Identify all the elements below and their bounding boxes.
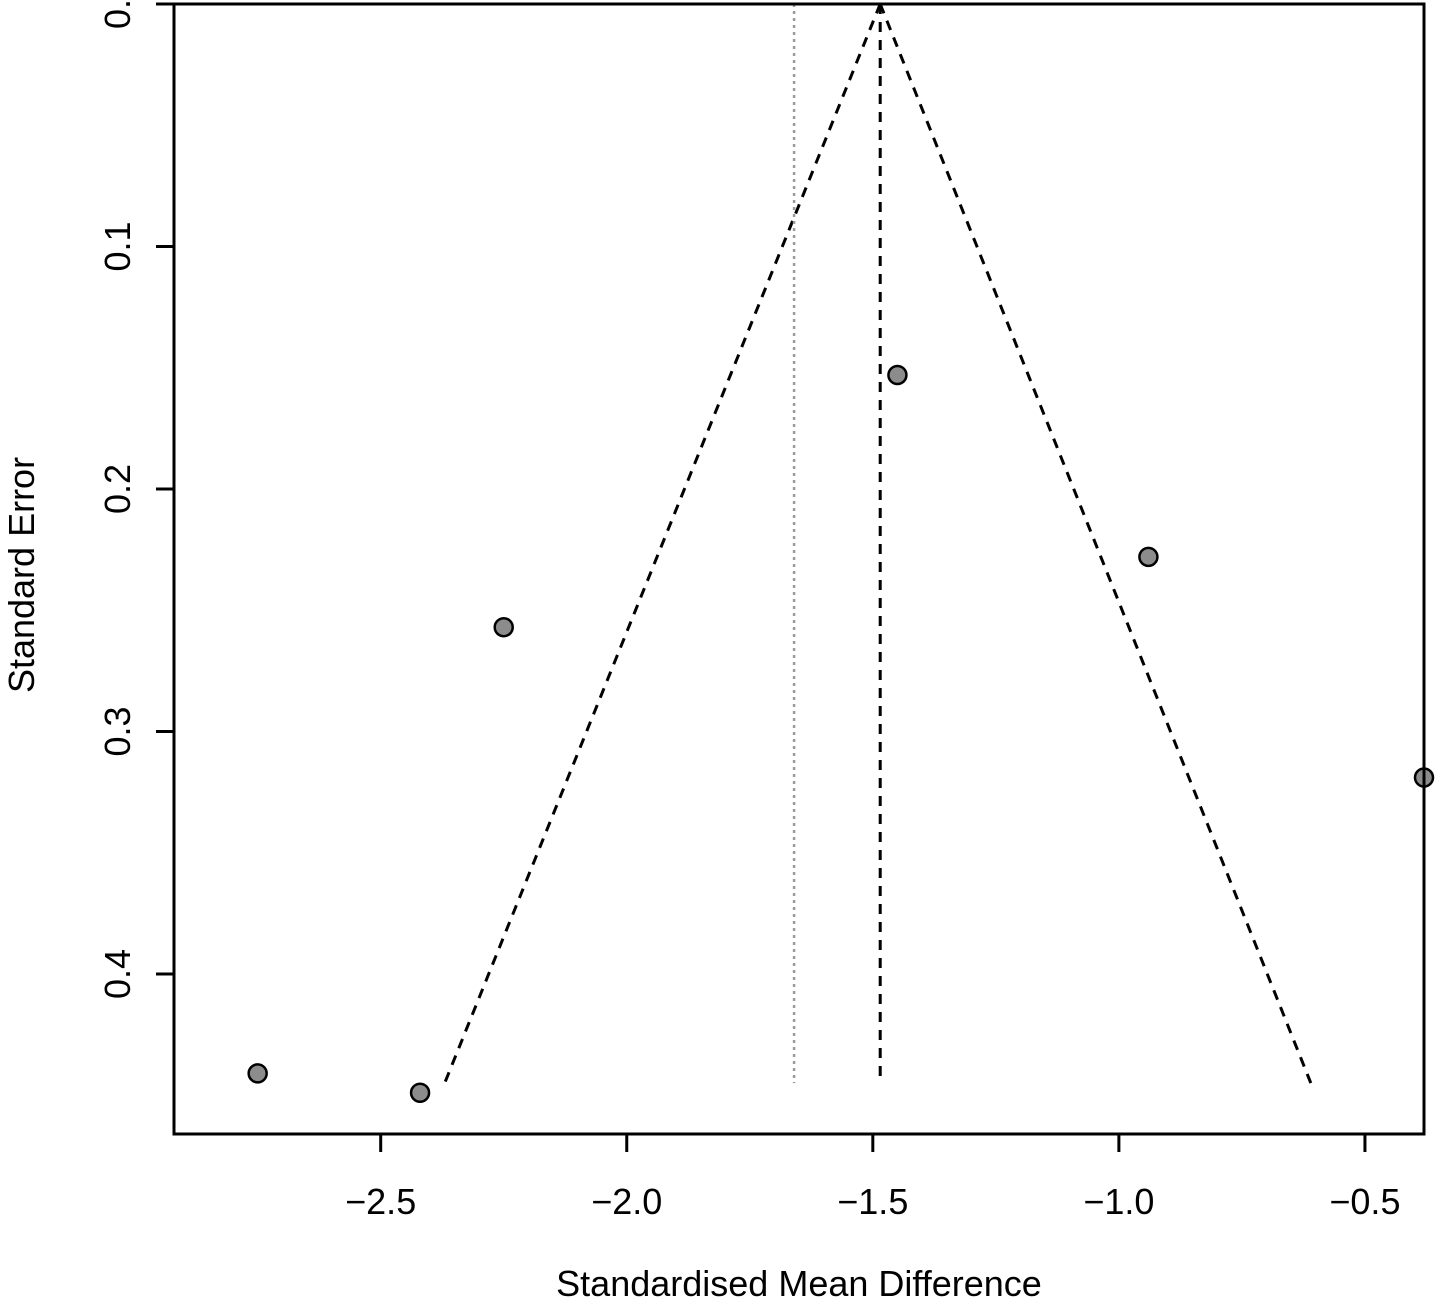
data-point	[1138, 546, 1159, 568]
data-point	[493, 616, 514, 638]
x-axis-title: Standardised Mean Difference	[556, 1263, 1042, 1304]
data-point	[409, 1082, 431, 1104]
data-point	[247, 1063, 268, 1084]
x-tick-label: −1.5	[837, 1181, 908, 1222]
funnel-lines	[443, 3, 1313, 1084]
y-tick-label: 0.0	[97, 0, 138, 29]
x-tick-label: −1.0	[1083, 1181, 1154, 1222]
y-tick-label: 0.3	[97, 706, 138, 756]
y-axis-title: Standard Error	[1, 457, 42, 693]
x-tick-label: −0.5	[1329, 1181, 1400, 1222]
data-point	[887, 364, 908, 386]
y-tick-label: 0.4	[97, 949, 138, 999]
x-tick-label: −2.5	[345, 1181, 416, 1222]
y-tick-label: 0.2	[97, 464, 138, 514]
funnel-right-line	[878, 3, 1313, 1084]
funnel-left-line	[443, 3, 882, 1084]
y-axis: 0.0 0.1 0.2 0.3 0.4	[97, 0, 176, 999]
x-axis: −2.5 −2.0 −1.5 −1.0 −0.5	[345, 1132, 1400, 1222]
y-tick-label: 0.1	[97, 221, 138, 271]
x-tick-label: −2.0	[591, 1181, 662, 1222]
